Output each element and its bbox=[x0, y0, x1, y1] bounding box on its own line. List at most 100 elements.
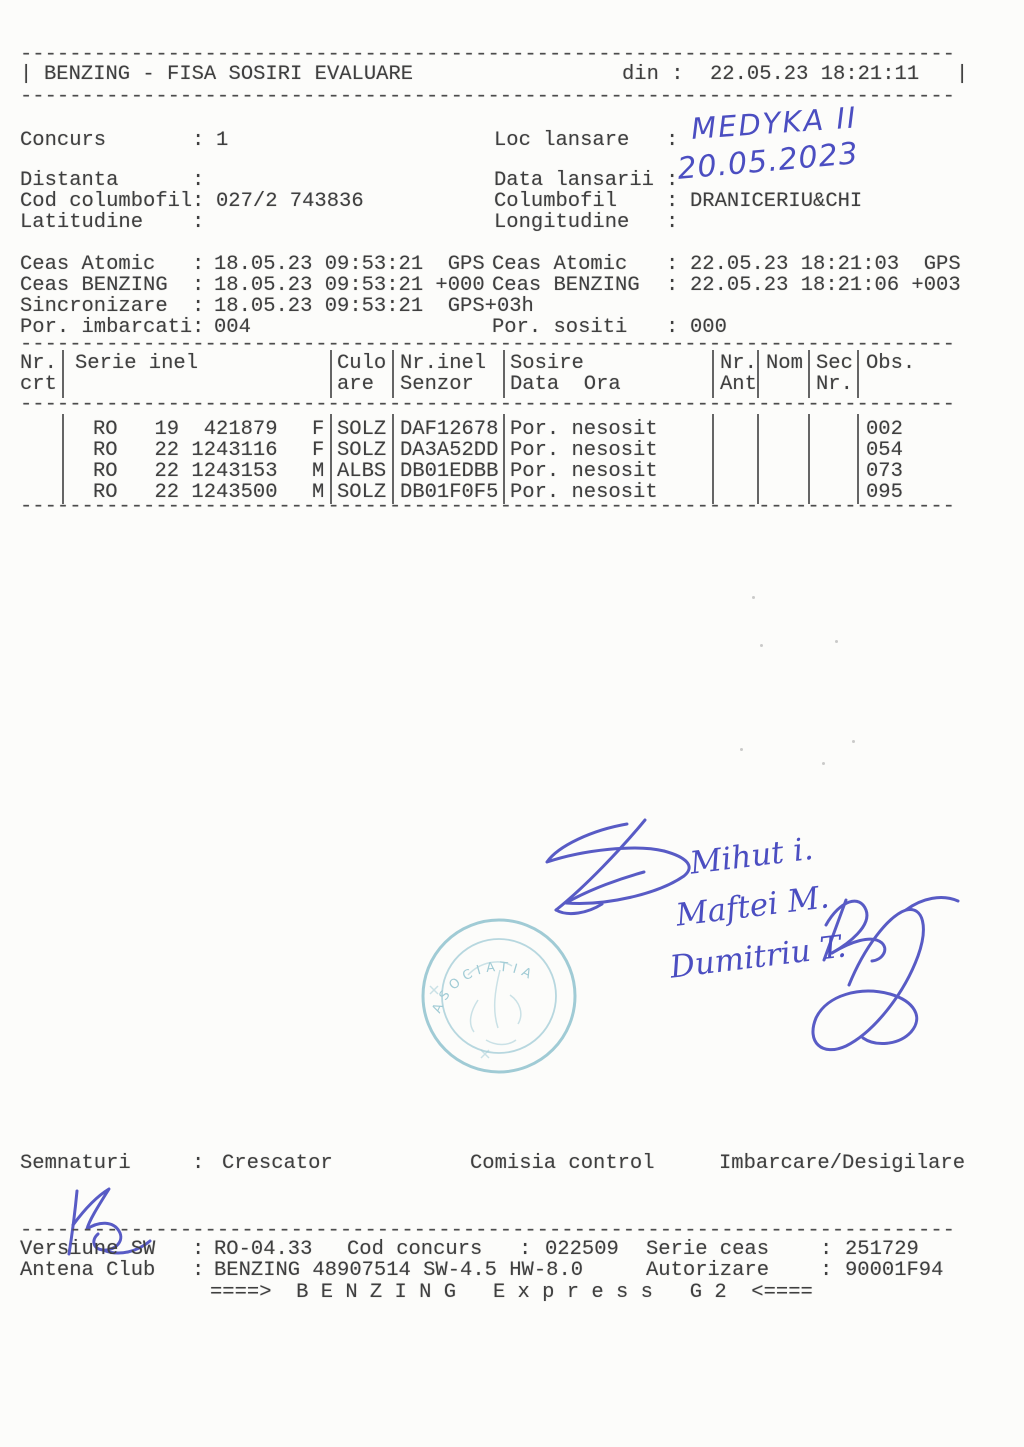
table-header-rule bbox=[330, 350, 332, 398]
divider-above-table: ----------------------------------------… bbox=[20, 333, 955, 356]
por-imbarcati-value: 004 bbox=[214, 316, 251, 339]
por-sositi-value: 000 bbox=[690, 316, 727, 339]
benzing-express-banner: ====> B E N Z I N G E x p r e s s G 2 <=… bbox=[210, 1281, 813, 1304]
table-header-rule bbox=[757, 350, 759, 398]
serie-ceas-sep: : bbox=[820, 1238, 833, 1261]
semnaturi-comisia: Comisia control bbox=[470, 1152, 655, 1175]
col-serie-inel: Serie inel bbox=[75, 352, 199, 375]
col-nr-ant-line2: Ant bbox=[720, 373, 757, 396]
row4-obs: 095 bbox=[866, 481, 903, 504]
col-sosire-line2: Data Ora bbox=[510, 373, 621, 396]
row4-serie: RO 22 1243500 bbox=[93, 481, 278, 504]
semnaturi-crescator: Crescator bbox=[222, 1152, 333, 1175]
table-body-rule bbox=[808, 414, 810, 504]
cod-concurs-value: 022509 bbox=[545, 1238, 619, 1261]
cod-columbofil-value: 027/2 743836 bbox=[216, 190, 364, 213]
table-body-rule bbox=[392, 414, 394, 504]
stamp-inner-emblem bbox=[429, 961, 522, 1059]
distanta-label: Distanta bbox=[20, 169, 119, 192]
row4-sosire: Por. nesosit bbox=[510, 481, 658, 504]
col-culoare-line1: Culo bbox=[337, 352, 387, 375]
cod-concurs-label: Cod concurs bbox=[347, 1238, 483, 1261]
divider-below-table-header: ----------------------------------------… bbox=[20, 393, 955, 416]
autorizare-value: 90001F94 bbox=[845, 1259, 944, 1282]
col-nr-line1: Nr. bbox=[20, 352, 57, 375]
row3-obs: 073 bbox=[866, 460, 903, 483]
ceas-atomic-right-value: 22.05.23 18:21:03 GPS bbox=[690, 253, 961, 276]
ceas-atomic-right-label: Ceas Atomic bbox=[492, 253, 628, 276]
concurs-sep: : bbox=[192, 129, 205, 152]
ceas-atomic-left-value: 18.05.23 09:53:21 GPS bbox=[214, 253, 485, 276]
row1-senzor: DAF12678 bbox=[400, 418, 499, 441]
sincronizare-sep: : bbox=[192, 295, 205, 318]
ceas-benzing-right-sep: : bbox=[666, 274, 679, 297]
scan-speck bbox=[835, 640, 838, 643]
loop-signature bbox=[811, 896, 960, 1052]
versiune-sw-label: Versiune SW bbox=[20, 1238, 156, 1261]
columbofil-sep: : bbox=[666, 190, 679, 213]
ceas-atomic-right-sep: : bbox=[666, 253, 679, 276]
table-header-rule bbox=[503, 350, 505, 398]
divider-below-table: ----------------------------------------… bbox=[20, 495, 955, 518]
report-title: BENZING - FISA SOSIRI EVALUARE bbox=[44, 63, 414, 86]
sincronizare-value: 18.05.23 09:53:21 GPS+03h bbox=[214, 295, 534, 318]
ceas-benzing-right-value: 22.05.23 18:21:06 +003 bbox=[690, 274, 961, 297]
row2-senzor: DA3A52DD bbox=[400, 439, 499, 462]
table-body-rule bbox=[62, 414, 64, 504]
table-body-rule bbox=[757, 414, 759, 504]
antena-club-sep: : bbox=[192, 1259, 205, 1282]
table-body-rule bbox=[503, 414, 505, 504]
row3-sosire: Por. nesosit bbox=[510, 460, 658, 483]
stamp-arc-text: ASOCIATIA bbox=[430, 960, 534, 1016]
col-nr-line2: crt bbox=[20, 373, 57, 396]
committee-name-1-handwritten: Mihut i. bbox=[688, 830, 816, 882]
col-nr-inel-line1: Nr.inel bbox=[400, 352, 487, 375]
por-imbarcati-label: Por. imbarcati bbox=[20, 316, 193, 339]
ceas-benzing-right-label: Ceas BENZING bbox=[492, 274, 640, 297]
serie-ceas-label: Serie ceas bbox=[646, 1238, 770, 1261]
col-culoare-line2: are bbox=[337, 373, 374, 396]
por-imbarcati-sep: : bbox=[192, 316, 205, 339]
data-lansarii-sep: : bbox=[666, 169, 679, 192]
ceas-atomic-left-sep: : bbox=[192, 253, 205, 276]
versiune-sw-value: RO-04.33 bbox=[214, 1238, 313, 1261]
ceas-benzing-left-label: Ceas BENZING bbox=[20, 274, 168, 297]
row1-sosire: Por. nesosit bbox=[510, 418, 658, 441]
table-header-rule bbox=[62, 350, 64, 398]
cod-columbofil-label: Cod columbofil bbox=[20, 190, 193, 213]
table-body-rule bbox=[857, 414, 859, 504]
sincronizare-label: Sincronizare bbox=[20, 295, 168, 318]
row4-culoare: SOLZ bbox=[337, 481, 387, 504]
row3-culoare: ALBS bbox=[337, 460, 387, 483]
semnaturi-label: Semnaturi bbox=[20, 1152, 131, 1175]
autorizare-sep: : bbox=[820, 1259, 833, 1282]
header-datetime: 22.05.23 18:21:11 bbox=[710, 63, 920, 86]
table-header-rule bbox=[392, 350, 394, 398]
asociatia-stamp: ASOCIATIA bbox=[421, 918, 577, 1074]
scan-speck bbox=[822, 762, 825, 765]
table-header-rule bbox=[808, 350, 810, 398]
por-sositi-label: Por. sositi bbox=[492, 316, 628, 339]
ceas-atomic-left-label: Ceas Atomic bbox=[20, 253, 156, 276]
col-nom: Nom bbox=[766, 352, 803, 375]
loc-lansare-label: Loc lansare bbox=[494, 129, 630, 152]
col-sec-line2: Nr. bbox=[816, 373, 853, 396]
table-header-rule bbox=[857, 350, 859, 398]
concurs-value: 1 bbox=[216, 129, 229, 152]
divider-top: ----------------------------------------… bbox=[20, 43, 955, 66]
columbofil-label: Columbofil bbox=[494, 190, 618, 213]
scan-speck bbox=[740, 748, 743, 751]
row1-culoare: SOLZ bbox=[337, 418, 387, 441]
por-sositi-sep: : bbox=[666, 316, 679, 339]
committee-name-2-handwritten: Maftei M. bbox=[674, 879, 832, 934]
cod-concurs-sep: : bbox=[519, 1238, 532, 1261]
row2-sosire: Por. nesosit bbox=[510, 439, 658, 462]
latitudine-sep: : bbox=[192, 211, 205, 234]
header-left-bar: | bbox=[20, 63, 33, 86]
semnaturi-imbarcare: Imbarcare/Desigilare bbox=[719, 1152, 966, 1175]
row2-culoare: SOLZ bbox=[337, 439, 387, 462]
antena-club-value: BENZING 48907514 SW-4.5 HW-8.0 bbox=[214, 1259, 584, 1282]
table-body-rule bbox=[712, 414, 714, 504]
longitudine-label: Longitudine bbox=[494, 211, 630, 234]
